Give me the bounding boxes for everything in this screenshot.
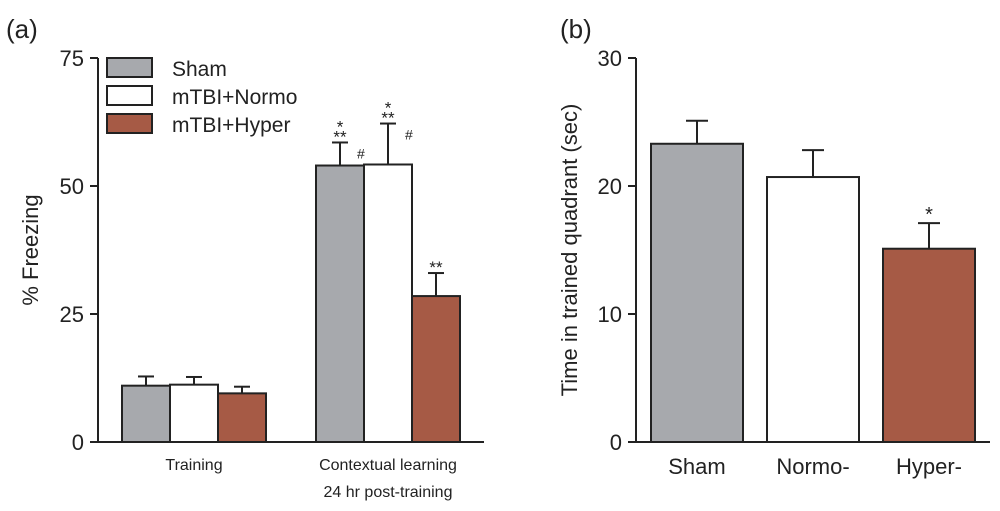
bar-b [882,247,976,443]
bar-a [315,164,365,444]
y-tick-label-a: 0 [72,430,84,455]
y-tick-label-b: 10 [598,302,622,327]
x-category-label-b: Sham [668,454,725,479]
significance-marker-a: * [385,99,392,118]
y-tick-label-b: 20 [598,174,622,199]
bar-b [650,142,744,443]
y-axis-title-b: Time in trained quadrant (sec) [557,104,582,397]
significance-marker-a: ** [429,258,443,277]
hash-marker-a: # [357,145,365,161]
x-category-label-a: Training [165,457,222,474]
significance-marker-b: * [925,204,933,226]
bar-a [217,392,267,443]
hash-marker-a: # [405,127,413,143]
legend-swatch-a [106,113,153,134]
legend-swatch-a [106,57,153,78]
y-tick-label-a: 75 [60,46,84,71]
panel-label-a: (a) [6,14,38,44]
y-axis-title-a: % Freezing [18,194,43,305]
x-category-label-a: Contextual learning [319,457,457,474]
significance-marker-a: * [337,117,344,136]
bar-a [169,383,219,444]
y-tick-label-b: 0 [610,430,622,455]
x-category-label-b: Hyper- [896,454,962,479]
legend-swatch-a [106,85,153,106]
legend-label-a: mTBI+Hyper [172,114,290,137]
significance-marker-a: ** [381,109,395,128]
bar-b [766,176,860,443]
y-tick-label-a: 50 [60,174,84,199]
bar-a [121,384,171,443]
bar-a [411,295,461,443]
y-tick-label-b: 30 [598,46,622,71]
bar-a [363,163,413,443]
legend-label-a: Sham [172,58,227,81]
significance-marker-a: ** [333,127,347,146]
x-category-label-b: Normo- [776,454,849,479]
legend-label-a: mTBI+Normo [172,86,297,109]
panel-label-b: (b) [560,14,592,44]
y-tick-label-a: 25 [60,302,84,327]
x-category-label-a: 24 hr post-training [324,484,453,501]
